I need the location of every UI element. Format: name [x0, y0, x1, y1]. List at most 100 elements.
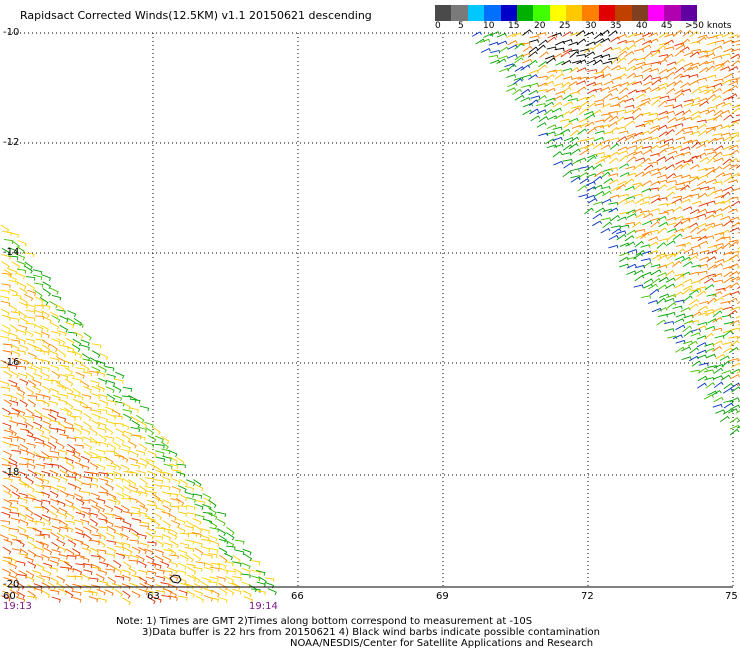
wind-barb: [33, 498, 43, 505]
wind-barb: [578, 118, 589, 123]
wind-barb: [161, 448, 171, 455]
wind-barb: [137, 533, 147, 540]
wind-barb: [616, 126, 627, 130]
wind-barb: [696, 213, 707, 218]
wind-barb: [641, 170, 652, 177]
wind-barb: [9, 420, 19, 427]
wind-barb: [11, 294, 22, 300]
wind-barb: [689, 51, 700, 58]
wind-barb: [91, 393, 101, 400]
wind-barb: [691, 311, 702, 318]
wind-barb: [153, 479, 163, 484]
wind-barb: [666, 172, 677, 180]
wind-barb: [40, 554, 50, 561]
wind-barb: [104, 406, 114, 413]
wind-barb: [520, 96, 531, 102]
wind-barb: [704, 332, 714, 340]
wind-barb: [672, 145, 683, 150]
wind-barb: [41, 339, 51, 348]
wind-barb: [544, 108, 554, 116]
wind-barb: [8, 533, 18, 540]
wind-barb: [672, 260, 682, 268]
scale-swatch-7: [549, 5, 566, 21]
lat-lon-grid: [8, 32, 734, 587]
wind-barb: [649, 117, 660, 123]
wind-barb: [40, 575, 51, 581]
wind-barb: [145, 555, 155, 563]
wind-barb: [642, 39, 653, 46]
wind-barb: [73, 568, 83, 575]
wind-barb: [83, 476, 93, 482]
wind-barb: [682, 206, 693, 211]
wind-barb: [16, 388, 26, 396]
wind-barb: [24, 265, 33, 274]
wind-barb: [528, 46, 539, 53]
wind-barb: [35, 427, 45, 435]
wind-barb: [611, 225, 622, 229]
wind-barb: [563, 101, 573, 107]
wind-barb: [633, 113, 644, 120]
wind-barb: [97, 408, 108, 414]
wind-barb: [18, 414, 27, 423]
wind-barb: [616, 183, 626, 191]
wind-barb: [682, 287, 692, 295]
wind-barb: [689, 193, 700, 198]
wind-barb: [640, 232, 650, 240]
wind-barb: [98, 491, 108, 497]
wind-barb: [528, 69, 539, 75]
wind-barb: [553, 143, 564, 148]
wind-barb: [719, 355, 730, 361]
wind-barb: [25, 276, 36, 281]
wind-barb: [16, 392, 25, 401]
wind-barb: [635, 93, 646, 99]
wind-barb: [632, 221, 642, 228]
wind-barb: [161, 491, 172, 498]
wind-barb: [95, 498, 106, 505]
wind-barb: [163, 570, 173, 575]
wind-barb: [705, 52, 716, 58]
wind-barb: [720, 191, 731, 199]
wind-barb: [123, 470, 134, 476]
wind-barb: [667, 150, 678, 156]
wind-barb: [41, 582, 51, 590]
wind-barb: [58, 507, 68, 515]
wind-barb: [66, 461, 75, 470]
wind-barb: [35, 455, 45, 461]
wind-barb: [624, 178, 635, 185]
wind-barb: [704, 60, 715, 65]
wind-barb: [136, 470, 146, 476]
wind-barb: [719, 229, 730, 236]
wind-barb: [727, 309, 738, 317]
wind-barb: [538, 60, 548, 68]
wind-barb: [59, 344, 69, 350]
wind-barb: [96, 360, 106, 367]
wind-barb: [48, 400, 58, 407]
wind-barb: [42, 316, 52, 324]
wind-barb: [16, 260, 26, 268]
wind-barb: [553, 82, 564, 87]
wind-barb: [609, 126, 619, 134]
wind-barb: [24, 422, 34, 430]
wind-barb: [16, 365, 27, 371]
wind-barb: [699, 100, 709, 107]
wind-barb: [641, 157, 651, 165]
wind-barb: [106, 472, 116, 477]
wind-barb: [234, 549, 245, 556]
wind-barb: [241, 573, 251, 579]
wind-barb: [643, 213, 654, 219]
wind-barb: [56, 385, 67, 391]
wind-barb: [704, 166, 715, 171]
wind-barb: [728, 346, 739, 353]
wind-barb: [19, 301, 28, 309]
wind-barb: [25, 372, 35, 381]
wind-barb: [632, 138, 643, 144]
wind-barb: [634, 274, 645, 282]
wind-barb: [71, 344, 81, 353]
wind-barb: [721, 242, 732, 250]
wind-barb: [657, 124, 668, 130]
wind-barb: [146, 570, 157, 576]
wind-barb: [258, 576, 267, 585]
wind-barb: [64, 374, 75, 379]
wind-barb: [98, 377, 108, 385]
wind-barb: [729, 319, 740, 325]
